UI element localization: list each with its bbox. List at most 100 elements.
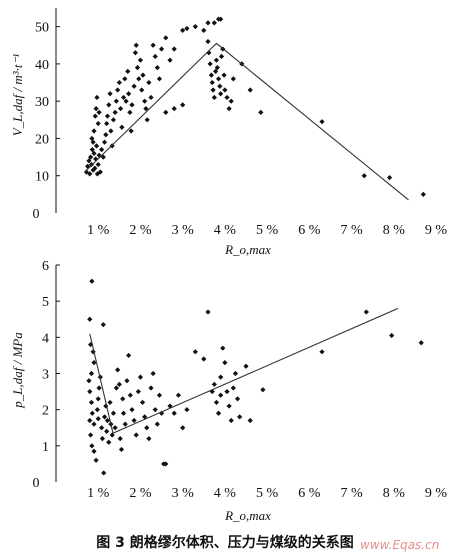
x-tick-label: 1 % <box>87 223 110 238</box>
data-point <box>91 360 97 366</box>
data-point <box>122 76 128 82</box>
data-point <box>135 388 141 395</box>
data-point <box>180 27 186 33</box>
data-point <box>192 349 198 355</box>
x-tick-label: 7 % <box>340 223 363 238</box>
data-point <box>133 432 139 438</box>
x-tick-label: 4 % <box>214 223 237 238</box>
data-point <box>96 385 102 391</box>
data-point <box>101 139 108 145</box>
data-point <box>116 381 122 387</box>
data-point <box>211 20 217 26</box>
data-point <box>83 169 89 175</box>
data-point <box>113 385 119 391</box>
data-point <box>247 87 253 93</box>
data-point <box>115 87 121 93</box>
trend-line <box>84 42 409 201</box>
data-point <box>92 113 98 119</box>
data-point <box>126 352 132 359</box>
data-point <box>217 83 223 89</box>
data-point <box>218 91 224 97</box>
data-point <box>139 87 145 93</box>
data-point <box>167 57 173 63</box>
data-point <box>210 87 216 93</box>
data-point <box>319 119 325 125</box>
data-point <box>180 102 186 108</box>
y-tick-label: 50 <box>35 21 49 36</box>
y-tick-label: 30 <box>35 95 49 110</box>
data-point <box>119 124 125 130</box>
data-point <box>86 158 92 164</box>
data-point <box>237 414 243 420</box>
data-point <box>95 120 101 127</box>
y-tick-label: 1 <box>42 440 49 455</box>
data-point <box>115 367 121 373</box>
data-point <box>134 65 141 71</box>
figure-caption: 图 3 朗格缪尔体积、压力与煤级的关系图 <box>96 535 354 551</box>
data-point <box>117 436 123 442</box>
x-tick-label: 9 % <box>425 486 448 501</box>
data-point <box>363 309 369 315</box>
y-tick-label: 10 <box>35 170 49 185</box>
data-point <box>109 432 115 438</box>
data-point <box>126 91 132 97</box>
data-point <box>122 421 128 427</box>
data-point <box>148 385 154 391</box>
data-point <box>142 414 148 420</box>
data-point <box>209 388 215 395</box>
data-point <box>99 425 105 431</box>
data-point <box>144 117 150 123</box>
data-point <box>232 370 239 377</box>
data-point <box>158 46 165 52</box>
data-point <box>94 94 100 101</box>
data-point <box>89 278 95 284</box>
data-point <box>144 425 150 431</box>
data-point <box>201 356 207 362</box>
data-point <box>118 106 124 112</box>
data-point <box>220 345 226 351</box>
data-point <box>260 387 266 393</box>
data-point <box>319 349 325 355</box>
data-point <box>230 385 236 391</box>
data-point <box>184 407 190 413</box>
data-point <box>103 403 109 409</box>
y-tick-label: 2 <box>42 404 49 419</box>
x-tick-label: 9 % <box>425 223 448 238</box>
data-point <box>92 165 98 171</box>
data-point <box>180 425 186 431</box>
data-point <box>107 399 113 406</box>
data-point <box>211 94 217 101</box>
watermark: www.Eqas.cn <box>360 538 440 552</box>
data-point <box>113 98 119 104</box>
data-point <box>112 109 118 115</box>
data-point <box>163 109 169 115</box>
data-point <box>218 53 225 60</box>
y-tick-label: 3 <box>42 368 49 383</box>
data-point <box>228 417 234 424</box>
data-point <box>125 68 131 74</box>
data-point <box>96 109 102 115</box>
data-point <box>386 174 393 181</box>
data-point <box>224 94 230 101</box>
trend-line <box>89 307 399 434</box>
data-point <box>120 410 127 416</box>
data-point <box>88 341 94 348</box>
data-point <box>90 139 96 145</box>
data-point <box>129 102 135 108</box>
chart-panel-1: 10 20 30 40 50 0 1 % 2 % 3 % 4 % 5 % 6 % 7 % 8 % 9 % R_… <box>10 8 447 257</box>
y-axis-label: V_L,daf / m³·t⁻¹ <box>10 54 25 137</box>
x-tick-label: 6 % <box>298 486 321 501</box>
data-point <box>88 370 95 377</box>
x-tick-label: 7 % <box>340 486 363 501</box>
data-point <box>201 27 207 33</box>
data-point <box>154 65 160 71</box>
data-point <box>213 57 220 63</box>
data-point <box>221 72 227 78</box>
data-point <box>171 46 177 52</box>
data-point <box>143 106 149 112</box>
data-point <box>146 79 152 86</box>
x-tick-label: 2 % <box>129 486 152 501</box>
data-point <box>137 374 144 380</box>
x-tick-label: 4 % <box>214 486 237 501</box>
